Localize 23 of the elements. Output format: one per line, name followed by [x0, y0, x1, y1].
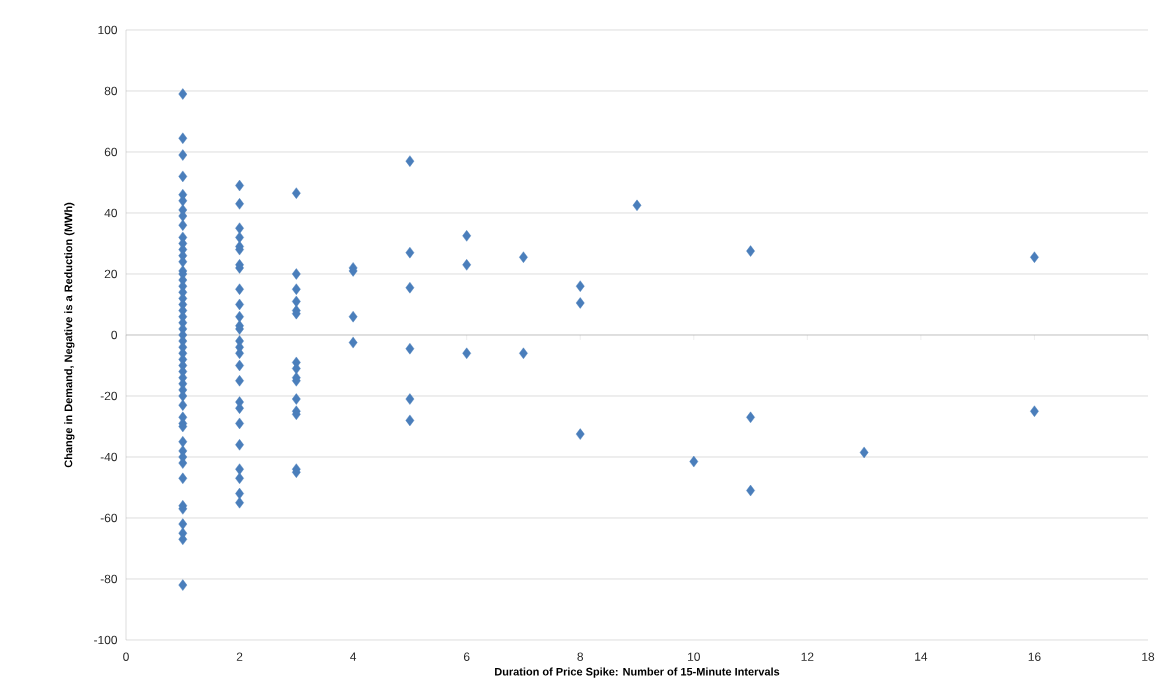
y-tick-label: 0: [111, 330, 118, 340]
y-axis-title: Change in Demand, Negative is a Reduction (MWh): [64, 202, 75, 468]
y-tick-label: -40: [100, 452, 118, 462]
y-tick-label: -80: [100, 574, 118, 584]
x-tick-label: 14: [915, 652, 928, 661]
x-tick-label: 2: [236, 652, 243, 661]
x-tick-label: 0: [123, 652, 129, 661]
y-tick-label: 80: [104, 86, 118, 96]
x-tick-label: 18: [1142, 652, 1155, 661]
x-tick-label: 12: [801, 652, 814, 661]
y-tick-label: 20: [104, 269, 118, 279]
x-tick-label: 8: [577, 652, 584, 661]
y-tick-label: 40: [104, 208, 118, 218]
x-tick-label: 10: [688, 652, 700, 661]
y-tick-label: 60: [104, 147, 118, 157]
x-tick-label: 6: [463, 652, 470, 661]
y-tick-label: 100: [98, 25, 118, 35]
y-tick-label: -20: [100, 391, 118, 401]
x-axis-title: Duration of Price Spike: Number of 15-Minute Intervals: [495, 667, 780, 678]
y-tick-label: -100: [94, 635, 118, 645]
y-tick-label: -60: [100, 513, 118, 523]
x-tick-label: 4: [350, 652, 357, 661]
x-tick-label: 16: [1028, 652, 1041, 661]
